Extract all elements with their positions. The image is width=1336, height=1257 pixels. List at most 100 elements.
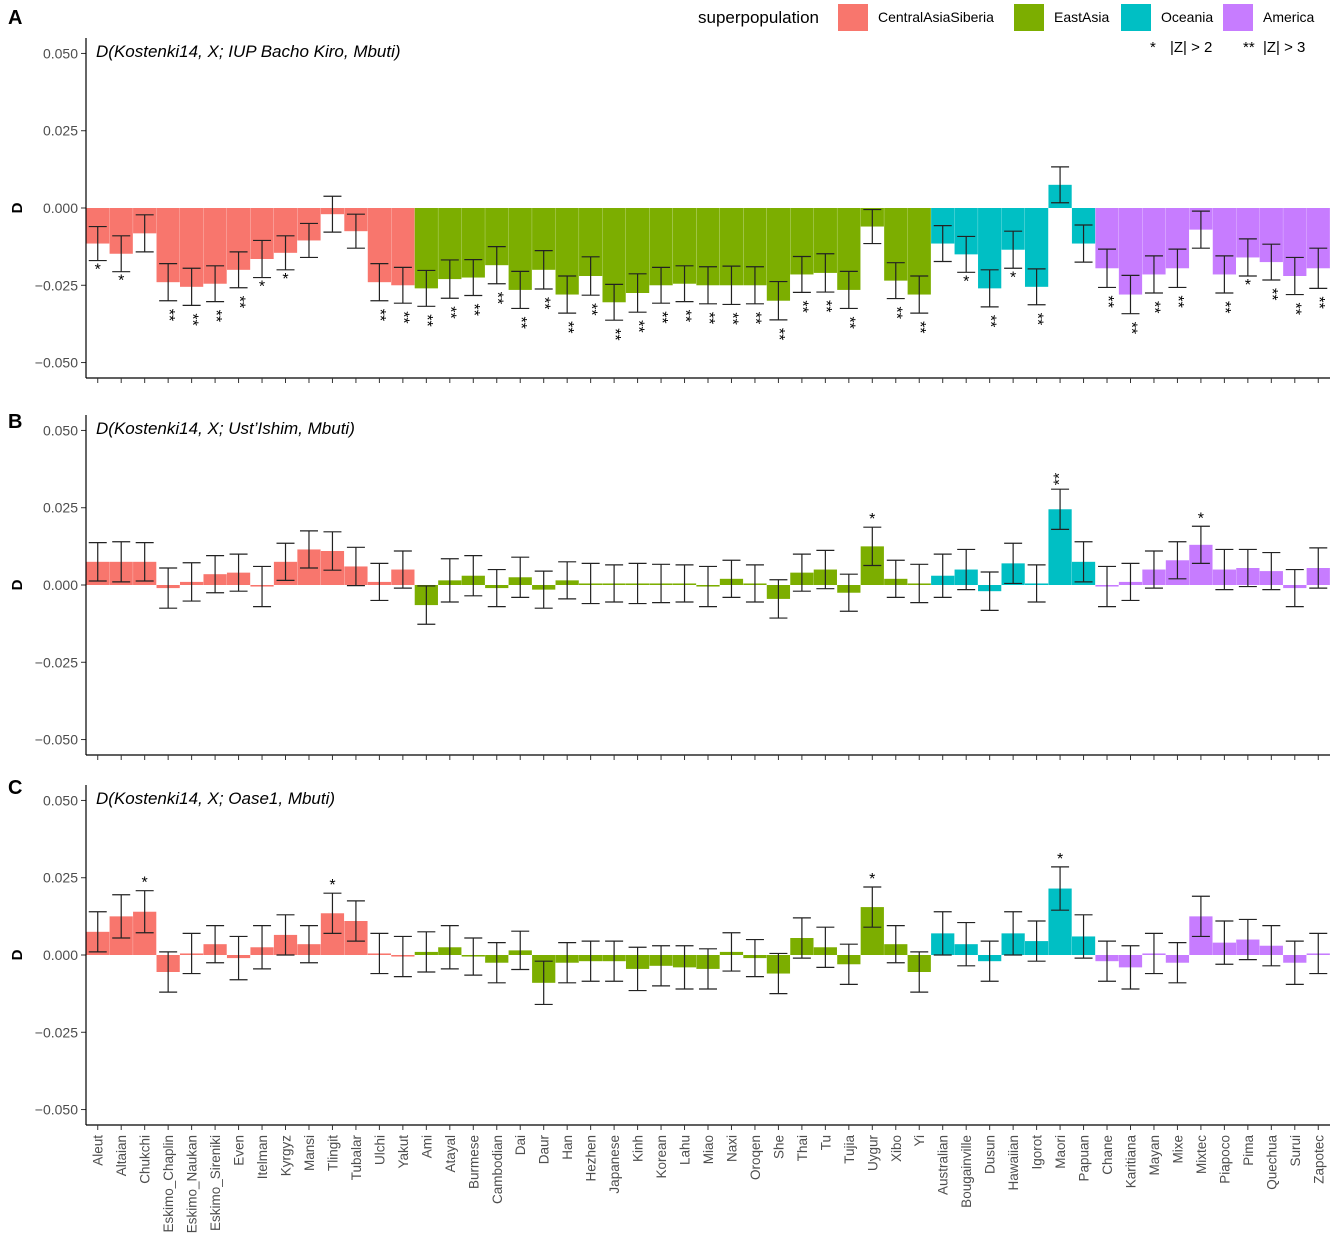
significance-mark: **	[653, 311, 670, 323]
bar-mayan	[1142, 208, 1166, 275]
bar-dusun	[978, 208, 1002, 289]
bar-kyrgyz	[273, 208, 298, 253]
significance-mark: **	[700, 312, 717, 324]
bar-quechua	[1259, 208, 1283, 263]
bar-surui	[1283, 208, 1307, 276]
x-label-quechua: Quechua	[1264, 1135, 1279, 1190]
bar-hawaiian	[1001, 208, 1025, 250]
significance-mark: **	[770, 328, 787, 340]
x-label-miao: Miao	[701, 1135, 716, 1164]
x-label-eskimo_chaplin: Eskimo_Chaplin	[161, 1135, 176, 1233]
panel-letter: A	[8, 7, 22, 29]
legend-label: Oceania	[1161, 9, 1213, 25]
bar-mixtec	[1189, 544, 1213, 585]
x-label-altaian: Altaian	[114, 1135, 129, 1176]
x-label-korean: Korean	[654, 1135, 669, 1179]
bar-oroqen	[743, 208, 767, 286]
y-tick-label: −0.025	[35, 1024, 78, 1040]
panel-letter: B	[8, 411, 22, 433]
legend-title: superpopulation	[698, 8, 819, 27]
bar-yi	[907, 208, 931, 295]
significance-mark: *	[282, 271, 288, 288]
significance-mark: **	[817, 300, 834, 312]
x-axis-labels: Aleut Altaian Chukchi Eskimo_Chaplin Eskimo_…	[91, 1135, 1327, 1234]
x-label-hezhen: Hezhen	[584, 1135, 599, 1182]
x-label-eskimo_sireniki: Eskimo_Sireniki	[208, 1135, 223, 1231]
bar-tu	[813, 208, 837, 273]
significance-mark: **	[395, 311, 412, 323]
legend-swatch	[1121, 4, 1151, 31]
y-axis-label: D	[9, 202, 26, 213]
bar-igorot	[1024, 208, 1049, 287]
y-tick-label: 0.025	[43, 500, 78, 516]
significance-symbol: **	[1243, 39, 1255, 56]
significance-mark: **	[582, 303, 599, 315]
x-label-naxi: Naxi	[724, 1135, 739, 1162]
significance-mark: *	[869, 511, 875, 528]
x-label-thai: Thai	[795, 1135, 810, 1161]
significance-mark: *	[869, 871, 875, 888]
x-label-lahu: Lahu	[678, 1135, 693, 1165]
x-label-tubalar: Tubalar	[349, 1135, 364, 1181]
x-label-han: Han	[560, 1135, 575, 1160]
legend-label: EastAsia	[1054, 9, 1109, 25]
legend-swatch	[1014, 4, 1044, 31]
significance-mark: *	[259, 279, 265, 296]
significance-mark: **	[606, 328, 623, 340]
x-label-yakut: Yakut	[396, 1135, 411, 1169]
bar-eskimo_naukan	[180, 208, 204, 287]
bar-atayal	[438, 208, 462, 280]
significance-mark: **	[559, 321, 576, 333]
bar-altaian	[109, 208, 133, 254]
significance-mark: **	[981, 315, 998, 327]
bar-chukchi	[133, 911, 157, 955]
significance-mark: *	[963, 273, 969, 290]
significance-mark: *	[1198, 510, 1204, 527]
y-tick-label: −0.050	[35, 355, 78, 371]
bar-eskimo_sireniki	[203, 208, 227, 284]
significance-mark: *	[1010, 269, 1016, 286]
y-tick-label: −0.025	[35, 277, 78, 293]
x-label-ulchi: Ulchi	[372, 1135, 387, 1165]
x-label-mixe: Mixe	[1170, 1135, 1185, 1164]
y-axis-label: D	[9, 949, 26, 960]
significance-mark: **	[442, 306, 459, 318]
bar-uygur	[860, 907, 884, 955]
significance-mark: **	[418, 314, 435, 326]
bar-cambodian	[485, 208, 509, 266]
panel-c: C D 0.050 0.025 0.000 −0.025 −0.050 * * * * D(Koste…	[8, 777, 1330, 1130]
x-label-dai: Dai	[513, 1135, 528, 1155]
bar-aleut	[86, 208, 110, 244]
bar-miao	[696, 208, 720, 286]
x-label-kinh: Kinh	[631, 1135, 646, 1162]
x-label-tujia: Tujia	[842, 1135, 857, 1164]
legend-label: America	[1263, 9, 1315, 25]
x-label-maori: Maori	[1053, 1135, 1068, 1169]
significance-mark: **	[230, 296, 247, 308]
significance-mark: **	[512, 316, 529, 328]
bar-korean	[649, 208, 673, 286]
significance-symbol: *	[1150, 39, 1156, 56]
x-label-japanese: Japanese	[607, 1135, 622, 1194]
significance-mark: **	[1051, 473, 1068, 485]
panel-b: BD0.0500.0250.000−0.025−0.050****D(Koste…	[8, 411, 1330, 760]
x-label-xibo: Xibo	[889, 1135, 904, 1162]
y-tick-label: 0.050	[43, 792, 78, 808]
x-label-tu: Tu	[818, 1135, 833, 1150]
bars: ****	[86, 473, 1330, 625]
bar-chane	[1095, 208, 1119, 269]
bars: **** ** ***** *** ** **** ****************** **…	[86, 166, 1330, 341]
x-label-ami: Ami	[419, 1135, 434, 1158]
legend: superpopulation CentralAsiaSiberia EastAs…	[698, 4, 1315, 56]
y-tick-label: 0.025	[43, 870, 78, 886]
significance-mark: **	[489, 292, 506, 304]
significance-mark: **	[1310, 296, 1327, 308]
y-tick-label: 0.050	[43, 422, 78, 438]
x-label-hawaiian: Hawaiian	[1006, 1135, 1021, 1191]
significance-label: |Z| > 2	[1170, 39, 1212, 56]
y-tick-label: 0.000	[43, 200, 78, 216]
bar-pima	[1236, 208, 1260, 258]
bar-mixe	[1165, 208, 1190, 269]
